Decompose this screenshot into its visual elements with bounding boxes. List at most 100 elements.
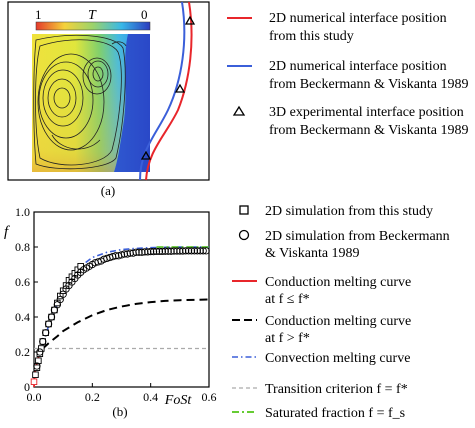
- legend-b-text: at f > f*: [265, 331, 310, 346]
- circle-point: [173, 247, 181, 255]
- axis-ticks: 0.0 0.2 0.4 0.6 0 0.2 0.4 0.6 0.8 1.0: [15, 205, 217, 404]
- colorbar-title: T: [88, 8, 97, 23]
- circle-point: [176, 247, 184, 255]
- colorbar: 1 T 0: [35, 7, 151, 31]
- panel-a-frame: [7, 1, 210, 181]
- circle-point: [164, 247, 172, 255]
- circle-point: [149, 247, 158, 256]
- circle-point: [167, 247, 175, 255]
- legend-a-text: 2D numerical interface position: [269, 11, 447, 26]
- circle-point: [123, 250, 131, 258]
- legend-b-item: Convection melting curve: [232, 351, 410, 366]
- legend-b-text: Conduction melting curve: [265, 275, 411, 290]
- circle-point: [33, 362, 41, 370]
- legend-circle-marker: [238, 229, 250, 241]
- legend-b-text: & Viskanta 1989: [265, 246, 360, 261]
- experimental-point: [174, 83, 186, 93]
- circle-point: [135, 248, 143, 256]
- legend-square-marker: [239, 205, 249, 215]
- colorbar-min-label: 1: [35, 7, 42, 22]
- y-tick-label: 0.8: [15, 240, 30, 254]
- legend-b-item: Conduction melting curve at f > f*: [232, 314, 411, 346]
- circle-point: [158, 247, 166, 256]
- circle-point: [126, 249, 134, 257]
- circle-point: [199, 247, 207, 255]
- plot-series: [30, 246, 210, 388]
- legend-b-item: Conduction melting curve at f ≤ f*: [232, 275, 411, 307]
- plot-frame: [33, 211, 210, 388]
- circle-point: [129, 249, 137, 257]
- x-tick-label: 0.2: [85, 390, 100, 404]
- y-axis-label: f: [4, 224, 10, 240]
- streamlines: [33, 34, 127, 170]
- experimental-point: [140, 150, 152, 160]
- circle-point: [202, 247, 210, 255]
- circle-point: [112, 252, 120, 260]
- circle-point: [193, 247, 201, 255]
- circle-point: [117, 251, 126, 259]
- circle-point: [147, 247, 155, 256]
- legend-b-item: Transition criterion f = f*: [232, 382, 408, 397]
- circle-point: [161, 247, 169, 255]
- square-point: [32, 371, 39, 379]
- circle-point: [132, 248, 140, 256]
- square-point: [38, 345, 45, 352]
- x-tick-label: 0.6: [202, 390, 217, 404]
- circle-point: [155, 247, 164, 256]
- circle-point: [94, 258, 102, 266]
- series-line: [42, 298, 210, 350]
- x-tick-label: 0.0: [27, 390, 42, 404]
- interface-triangles: [140, 15, 196, 160]
- y-tick-label: 1.0: [15, 205, 30, 219]
- circle-point: [42, 329, 50, 337]
- circle-point: [44, 320, 53, 328]
- circle-point: [179, 247, 187, 255]
- circle-point: [109, 252, 117, 261]
- circle-point: [47, 313, 56, 321]
- colorbar-max-label: 0: [141, 7, 148, 22]
- legend-a-text: from this study: [269, 29, 354, 44]
- interface-red-line: [145, 1, 193, 181]
- panel-b: 0.0 0.2 0.4 0.6 0 0.2 0.4 0.6 0.8 1.0 f FoSt (b): [4, 205, 217, 419]
- circle-point: [120, 250, 129, 258]
- legend-b-text: 2D simulation from this study: [265, 204, 433, 219]
- panel-b-label: (b): [112, 404, 127, 419]
- panel-b-legend: 2D simulation from this study 2D simulati…: [232, 204, 450, 421]
- x-tick-label: 0.4: [143, 390, 158, 404]
- circle-point: [170, 247, 178, 255]
- y-tick-label: 0: [24, 380, 30, 394]
- temperature-field: [32, 34, 150, 172]
- legend-a-item: 3D experimental interface position from B…: [232, 105, 469, 138]
- legend-b-item: Saturated fraction f = f_s: [232, 406, 405, 421]
- legend-a-item: 2D numerical interface position from Beck…: [227, 59, 469, 92]
- series-line: [41, 246, 209, 346]
- circle-point: [190, 247, 199, 255]
- legend-b-text: Conduction melting curve: [265, 314, 411, 329]
- panel-a-label: (a): [101, 183, 115, 198]
- panel-a-legend: 2D numerical interface position from this…: [227, 11, 469, 138]
- panel-a: 1 T 0 (a): [7, 1, 210, 198]
- circle-point: [184, 247, 193, 255]
- legend-a-text: from Beckermann & Viskanta 1989: [269, 77, 469, 92]
- experimental-point: [184, 15, 196, 25]
- legend-b-item: 2D simulation from this study: [239, 204, 433, 219]
- circle-point: [144, 248, 152, 256]
- square-point: [35, 357, 42, 365]
- circle-point: [36, 348, 44, 356]
- y-tick-label: 0.2: [15, 345, 30, 359]
- legend-a-text: 2D numerical interface position: [269, 59, 447, 74]
- legend-b-text: 2D simulation from Beckermann: [265, 229, 450, 244]
- square-point: [30, 378, 38, 386]
- legend-b-text: at f ≤ f*: [265, 292, 310, 307]
- y-tick-label: 0.4: [15, 310, 30, 324]
- square-point: [36, 350, 44, 358]
- legend-b-text: Convection melting curve: [265, 351, 410, 366]
- circle-point: [187, 247, 196, 255]
- square-point: [33, 364, 41, 372]
- circle-point: [141, 248, 149, 256]
- legend-a-text: from Beckermann & Viskanta 1989: [269, 123, 469, 138]
- circle-point: [182, 247, 190, 255]
- legend-b-text: Transition criterion f = f*: [265, 382, 408, 397]
- circle-point: [196, 247, 204, 255]
